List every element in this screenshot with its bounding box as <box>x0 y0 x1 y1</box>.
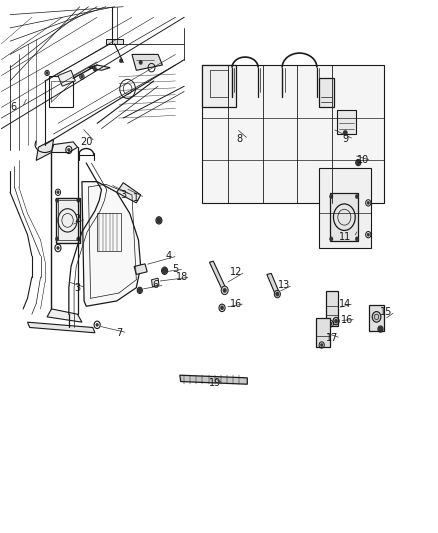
Polygon shape <box>28 322 95 333</box>
Bar <box>336 110 356 134</box>
Bar <box>319 78 334 108</box>
Circle shape <box>367 233 370 236</box>
Text: 11: 11 <box>339 232 351 243</box>
Text: 16: 16 <box>341 314 353 325</box>
Polygon shape <box>267 273 280 295</box>
Text: 19: 19 <box>208 378 221 388</box>
Text: 8: 8 <box>237 134 243 144</box>
Text: 20: 20 <box>80 137 92 147</box>
Circle shape <box>156 217 162 223</box>
Text: 15: 15 <box>380 306 393 317</box>
Polygon shape <box>132 54 162 70</box>
Bar <box>330 193 358 241</box>
Circle shape <box>162 268 167 274</box>
Text: 3: 3 <box>120 190 126 200</box>
Circle shape <box>321 343 323 346</box>
Circle shape <box>274 290 280 298</box>
Circle shape <box>57 246 59 249</box>
Circle shape <box>77 237 80 241</box>
Circle shape <box>55 237 59 241</box>
Circle shape <box>220 306 224 310</box>
Circle shape <box>138 288 142 293</box>
Circle shape <box>93 67 97 71</box>
Polygon shape <box>106 38 123 44</box>
Polygon shape <box>47 309 82 322</box>
Circle shape <box>329 322 332 325</box>
Circle shape <box>355 195 359 199</box>
Bar <box>201 65 237 108</box>
Text: 3: 3 <box>74 282 81 293</box>
Text: 14: 14 <box>339 298 351 309</box>
Polygon shape <box>51 142 78 152</box>
Text: 6: 6 <box>153 280 159 290</box>
Text: 9: 9 <box>342 134 348 144</box>
Bar <box>319 168 371 248</box>
Polygon shape <box>36 139 53 160</box>
Circle shape <box>355 237 359 241</box>
Circle shape <box>372 312 381 322</box>
Polygon shape <box>82 182 141 306</box>
Polygon shape <box>58 70 75 86</box>
Circle shape <box>55 198 59 203</box>
Circle shape <box>366 169 370 175</box>
Text: 6: 6 <box>11 102 17 112</box>
Bar <box>56 198 80 243</box>
Text: 2: 2 <box>74 214 81 224</box>
Bar <box>97 214 121 251</box>
Bar <box>58 200 78 240</box>
Circle shape <box>119 59 123 63</box>
Text: 1: 1 <box>133 192 139 203</box>
Circle shape <box>334 319 338 323</box>
Polygon shape <box>152 278 159 287</box>
Text: 17: 17 <box>326 333 338 343</box>
Text: 10: 10 <box>357 156 369 165</box>
Bar <box>201 65 385 203</box>
Circle shape <box>67 148 70 151</box>
Circle shape <box>57 191 59 194</box>
Circle shape <box>329 237 333 241</box>
Circle shape <box>329 195 333 199</box>
Circle shape <box>221 286 228 295</box>
Circle shape <box>367 201 370 205</box>
Polygon shape <box>117 183 141 203</box>
Circle shape <box>343 130 347 135</box>
Circle shape <box>276 292 279 296</box>
Bar <box>49 76 73 108</box>
Circle shape <box>356 160 360 165</box>
Polygon shape <box>209 261 227 292</box>
Circle shape <box>378 326 383 332</box>
Text: 16: 16 <box>230 298 243 309</box>
Text: 4: 4 <box>166 251 172 261</box>
Text: 13: 13 <box>278 280 290 290</box>
Bar <box>369 305 385 331</box>
Circle shape <box>96 323 99 326</box>
Bar <box>316 318 329 347</box>
Circle shape <box>223 288 226 293</box>
Text: 18: 18 <box>176 272 188 282</box>
Text: 12: 12 <box>230 267 243 277</box>
Text: 5: 5 <box>172 264 179 274</box>
Circle shape <box>139 60 142 64</box>
Circle shape <box>81 75 83 78</box>
Polygon shape <box>180 375 247 384</box>
Text: 7: 7 <box>116 328 122 338</box>
Polygon shape <box>88 65 110 70</box>
Polygon shape <box>134 264 147 274</box>
Circle shape <box>46 71 48 75</box>
Circle shape <box>77 198 80 203</box>
Bar <box>325 292 338 326</box>
